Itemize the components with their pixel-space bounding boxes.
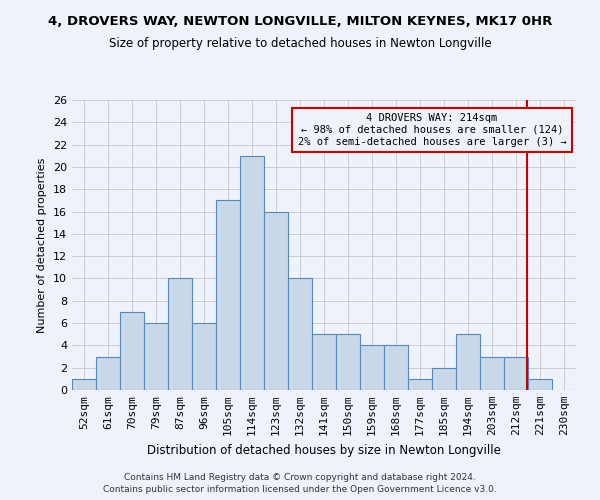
Bar <box>216 200 240 390</box>
Bar <box>408 379 432 390</box>
Bar <box>192 323 216 390</box>
Bar <box>264 212 288 390</box>
Text: Size of property relative to detached houses in Newton Longville: Size of property relative to detached ho… <box>109 38 491 51</box>
Text: Contains public sector information licensed under the Open Government Licence v3: Contains public sector information licen… <box>103 485 497 494</box>
Y-axis label: Number of detached properties: Number of detached properties <box>37 158 47 332</box>
Bar <box>336 334 360 390</box>
Bar <box>528 379 552 390</box>
Bar <box>120 312 144 390</box>
Bar <box>480 356 504 390</box>
Bar <box>504 356 528 390</box>
Bar <box>288 278 312 390</box>
Bar <box>144 323 168 390</box>
Bar <box>360 346 384 390</box>
Bar <box>432 368 456 390</box>
Text: Contains HM Land Registry data © Crown copyright and database right 2024.: Contains HM Land Registry data © Crown c… <box>124 472 476 482</box>
Bar <box>312 334 336 390</box>
Text: 4, DROVERS WAY, NEWTON LONGVILLE, MILTON KEYNES, MK17 0HR: 4, DROVERS WAY, NEWTON LONGVILLE, MILTON… <box>48 15 552 28</box>
Bar <box>456 334 480 390</box>
Bar <box>96 356 120 390</box>
Text: 4 DROVERS WAY: 214sqm
← 98% of detached houses are smaller (124)
2% of semi-deta: 4 DROVERS WAY: 214sqm ← 98% of detached … <box>298 114 566 146</box>
Bar <box>240 156 264 390</box>
Bar <box>384 346 408 390</box>
Bar <box>168 278 192 390</box>
X-axis label: Distribution of detached houses by size in Newton Longville: Distribution of detached houses by size … <box>147 444 501 456</box>
Bar <box>72 379 96 390</box>
